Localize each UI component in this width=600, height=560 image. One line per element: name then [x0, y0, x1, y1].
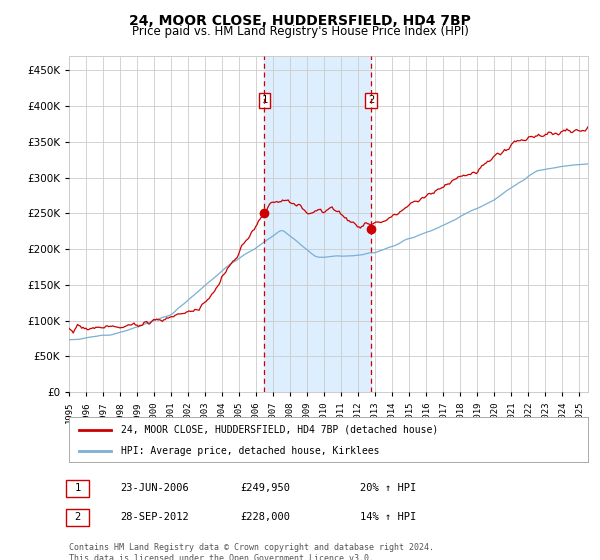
Text: 14% ↑ HPI: 14% ↑ HPI [360, 512, 416, 522]
Text: 24, MOOR CLOSE, HUDDERSFIELD, HD4 7BP: 24, MOOR CLOSE, HUDDERSFIELD, HD4 7BP [129, 14, 471, 28]
Text: 24, MOOR CLOSE, HUDDERSFIELD, HD4 7BP (detached house): 24, MOOR CLOSE, HUDDERSFIELD, HD4 7BP (d… [121, 424, 438, 435]
Text: Contains HM Land Registry data © Crown copyright and database right 2024.
This d: Contains HM Land Registry data © Crown c… [69, 543, 434, 560]
Text: 28-SEP-2012: 28-SEP-2012 [120, 512, 189, 522]
Bar [265, 56, 371, 392]
Text: Price paid vs. HM Land Registry's House Price Index (HPI): Price paid vs. HM Land Registry's House … [131, 25, 469, 38]
Text: HPI: Average price, detached house, Kirklees: HPI: Average price, detached house, Kirk… [121, 446, 379, 456]
Text: 23-JUN-2006: 23-JUN-2006 [120, 483, 189, 493]
Text: 1: 1 [261, 95, 268, 105]
Text: 2: 2 [74, 512, 80, 522]
Text: £228,000: £228,000 [240, 512, 290, 522]
Text: 2: 2 [368, 95, 374, 105]
Text: 20% ↑ HPI: 20% ↑ HPI [360, 483, 416, 493]
Text: £249,950: £249,950 [240, 483, 290, 493]
Text: 1: 1 [74, 483, 80, 493]
